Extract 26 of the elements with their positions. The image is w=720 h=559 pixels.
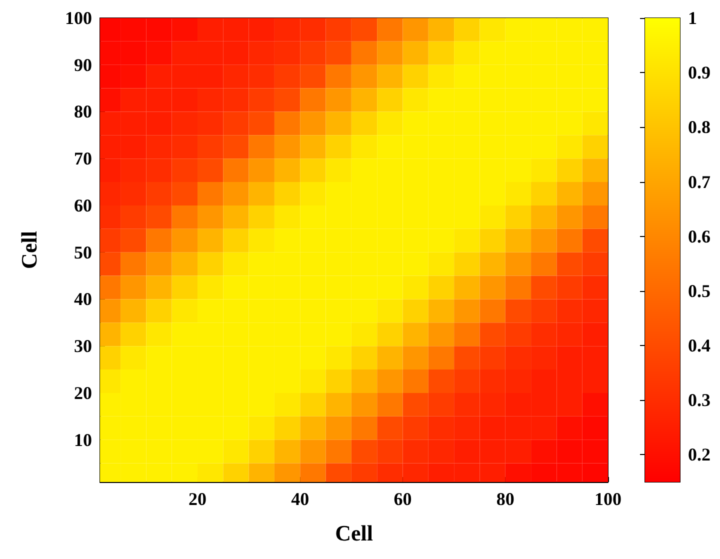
y-tick-label: 100 [65,8,92,28]
x-tick-label: 100 [594,489,622,509]
y-tick-label: 60 [74,195,92,216]
color-bar-label: 0.4 [688,336,710,356]
y-axis-title: Cell [16,231,42,269]
y-tick-label: 30 [74,336,92,356]
color-bar-label: 0.3 [688,390,710,410]
y-tick-label: 70 [74,148,92,169]
color-bar-label: 0.6 [688,226,710,246]
y-tick-label: 80 [74,102,92,122]
color-bar-label: 0.9 [688,62,710,83]
color-bar-label: 0.2 [688,444,710,465]
x-tick-label: 80 [496,489,514,509]
y-tick-label: 20 [74,382,92,403]
y-tick-label: 90 [74,54,92,75]
y-tick-label: 50 [74,242,92,262]
x-tick-label: 20 [188,489,206,509]
color-bar-label: 0.8 [688,117,710,138]
x-tick-label: 60 [394,489,412,509]
color-bar-label: 0.5 [688,280,710,301]
color-bar-label: 0.7 [688,172,710,192]
x-axis-title: Cell [335,520,373,546]
x-tick-label: 40 [291,489,310,509]
color-bar-label: 1 [688,8,697,28]
y-tick-label: 40 [74,289,92,310]
y-tick-label: 10 [74,430,92,450]
